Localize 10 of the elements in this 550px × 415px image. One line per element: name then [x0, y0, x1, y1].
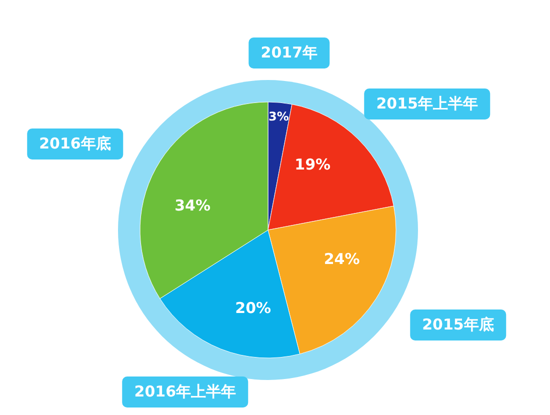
data-label: 20% [235, 298, 272, 317]
data-label: 24% [324, 250, 360, 268]
slice-label: 2015年上半年 [364, 88, 490, 120]
data-label: 19% [294, 155, 331, 174]
data-label: 34% [174, 196, 210, 214]
slice-label: 2015年底 [410, 310, 506, 341]
data-label: 3% [268, 110, 289, 124]
slice-label: 2016年底 [27, 128, 123, 160]
slice-label: 2017年 [248, 37, 330, 68]
slice-label: 2016年上半年 [122, 376, 248, 408]
